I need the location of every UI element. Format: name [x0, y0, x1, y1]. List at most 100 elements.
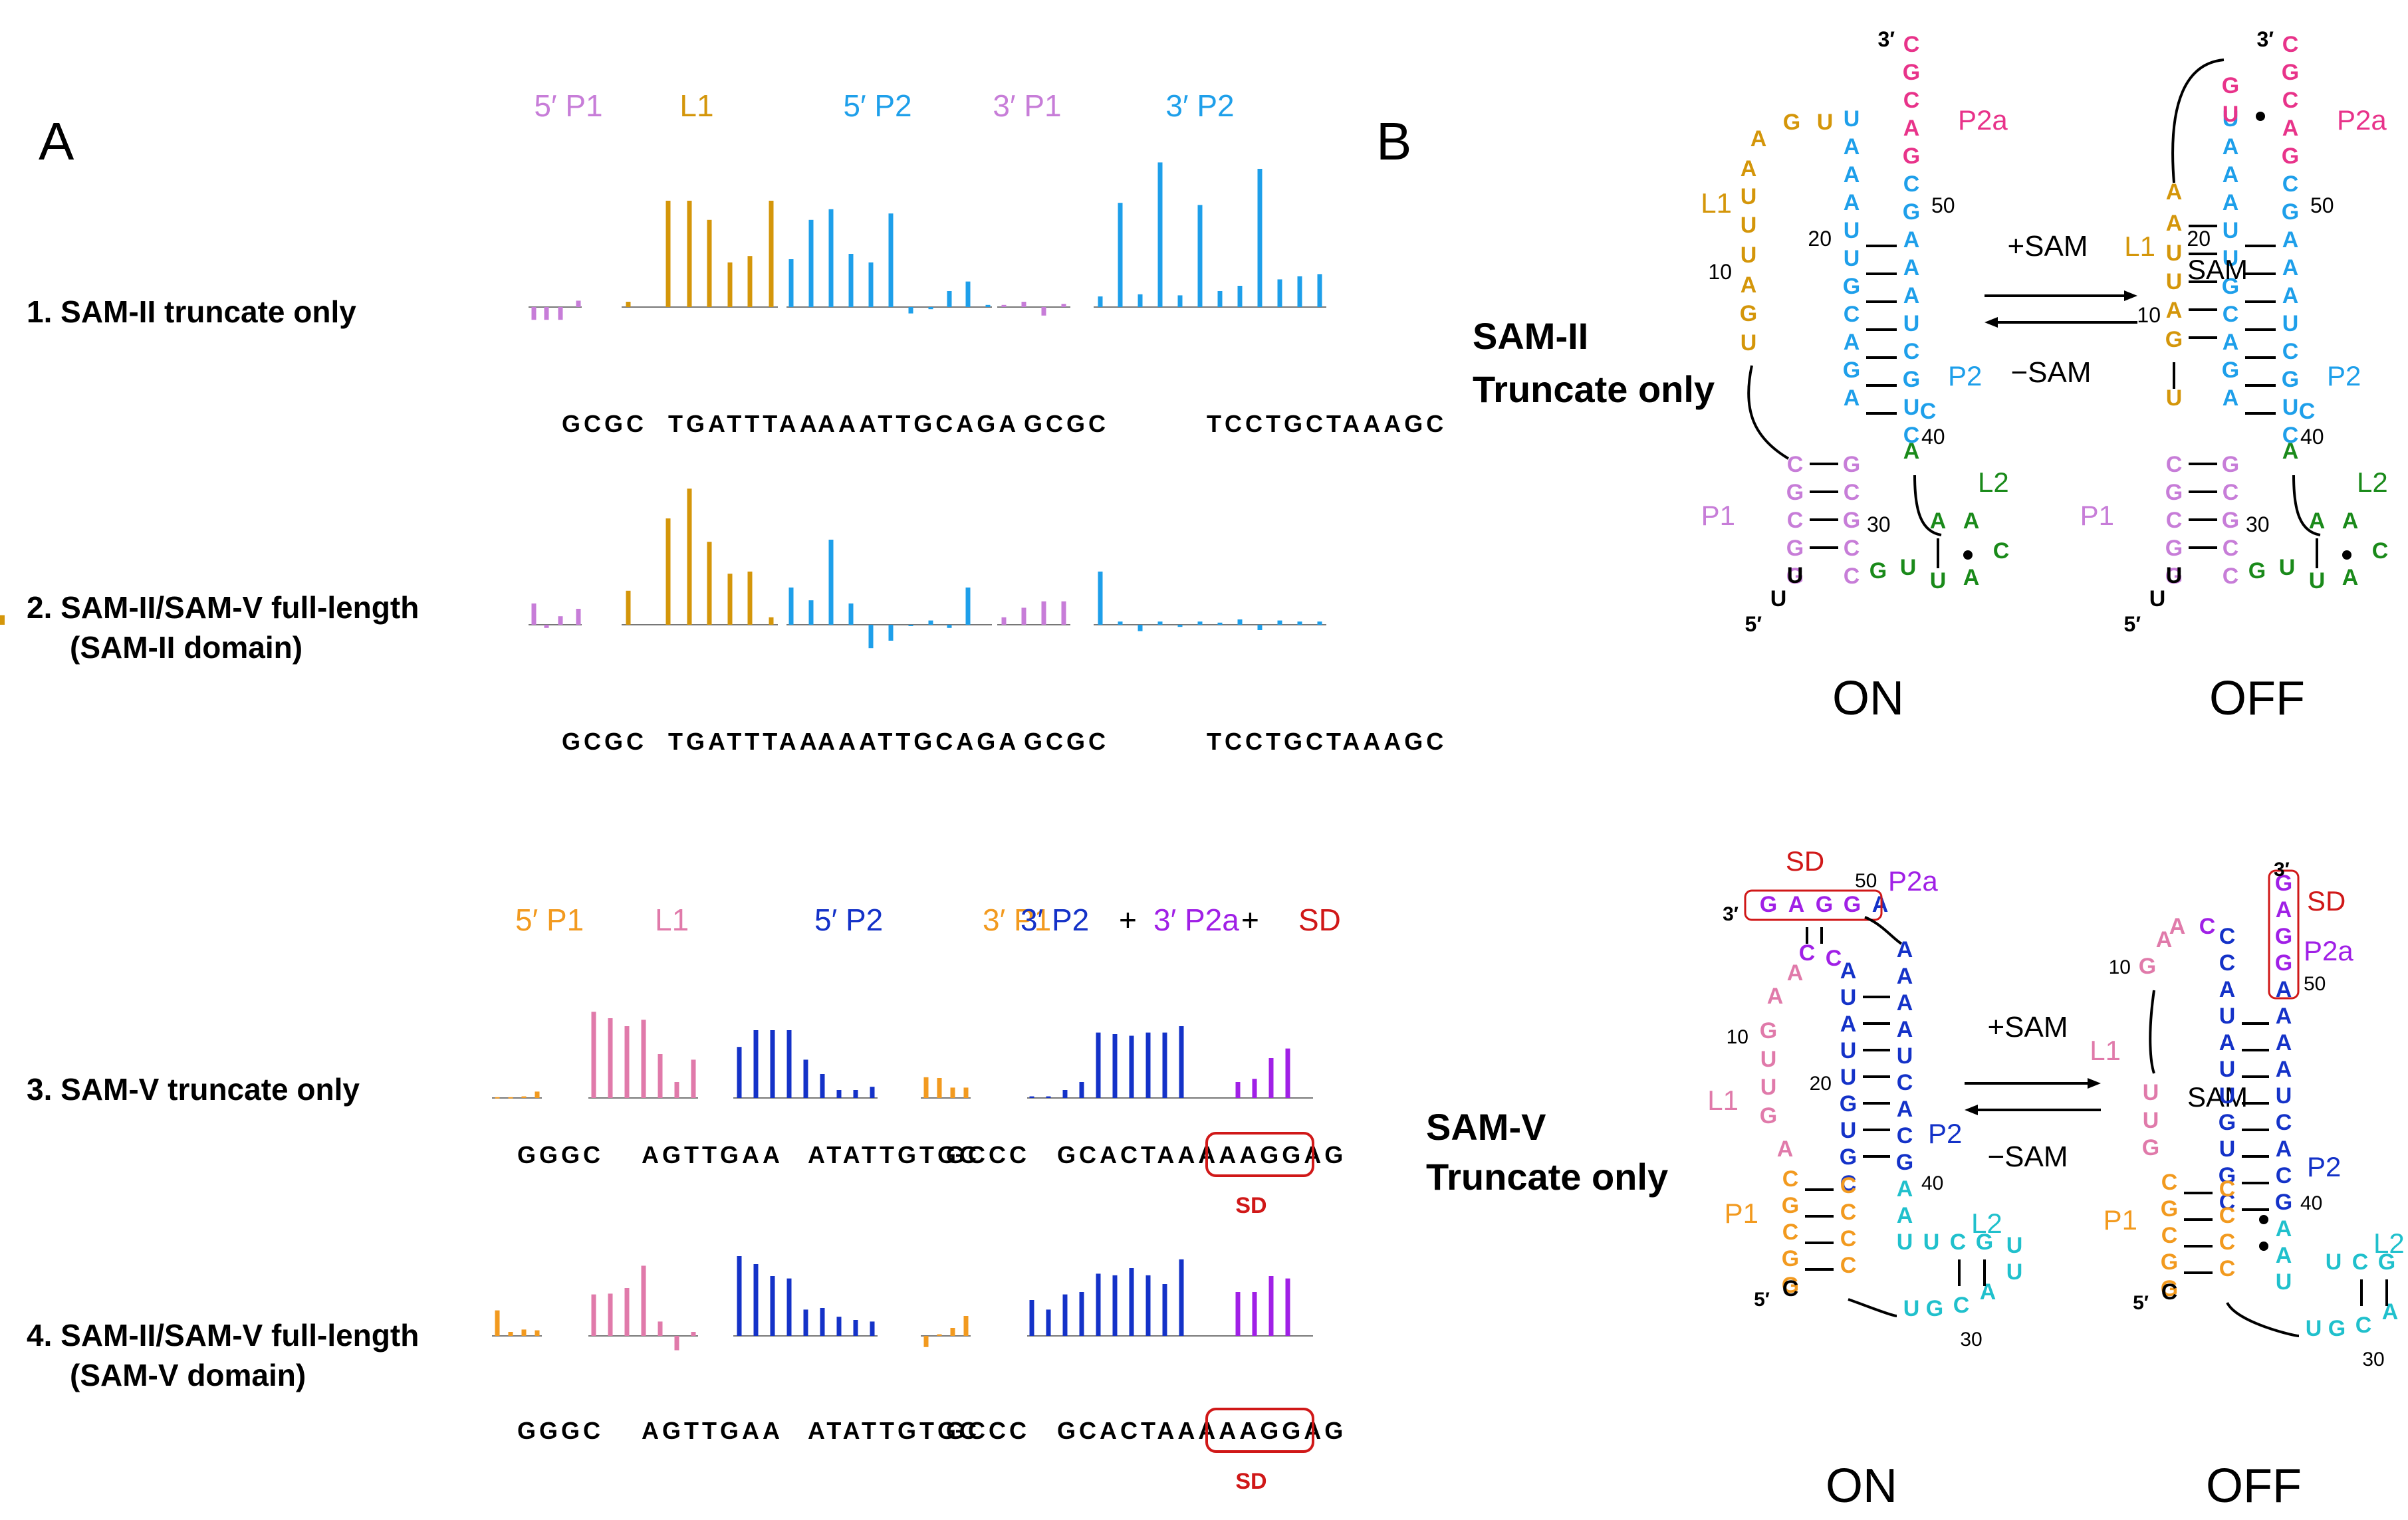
nucleotide: A — [1897, 937, 1913, 962]
nucleotide: C — [2219, 1203, 2236, 1228]
sequence-segment: GCACTAAAAAGGAG — [1057, 1141, 1346, 1168]
reactivity-bar — [674, 1082, 679, 1098]
nucleotide: G — [1896, 1150, 1913, 1175]
reactivity-bar — [853, 1090, 858, 1098]
reactivity-bar — [965, 588, 971, 625]
region-header: 3′ P2 — [1021, 903, 1089, 937]
nucleotide: A — [2342, 565, 2359, 590]
structure-label: 3′ — [2257, 27, 2274, 51]
nucleotide: A — [1767, 984, 1784, 1009]
nucleotide: A — [2282, 116, 2299, 141]
reactivity-bar — [665, 518, 671, 625]
nucleotide: A — [1980, 1279, 1996, 1305]
reactivity-bar — [1268, 1058, 1274, 1098]
structure-label: 40 — [1921, 1172, 1943, 1194]
reactivity-bar — [1157, 162, 1163, 307]
nucleotide: A — [1844, 330, 1860, 355]
reactivity-bar — [769, 201, 774, 307]
reactivity-bar — [1112, 1275, 1118, 1336]
structure-title: SAM-II — [1473, 315, 1588, 357]
nucleotide: G — [1840, 1091, 1857, 1117]
structure-label: −SAM — [1987, 1140, 2068, 1173]
nucleotide: A — [1777, 1137, 1794, 1162]
nucleotide: U — [1903, 395, 1920, 420]
reactivity-bar — [687, 201, 692, 307]
nucleotide: U — [1840, 1038, 1857, 1063]
nucleotide: U — [2279, 555, 2296, 580]
nucleotide: C — [2299, 399, 2316, 424]
structure-label: L2 — [1978, 467, 2009, 498]
nucleotide: A — [1750, 126, 1767, 152]
nucleotide: G — [2275, 924, 2292, 949]
arrowhead — [1985, 317, 1998, 328]
reactivity-bar — [1098, 572, 1103, 625]
nucleotide: C — [2223, 536, 2239, 561]
reactivity-bar — [1197, 205, 1203, 307]
reactivity-bar — [947, 291, 952, 307]
reactivity-bar — [1317, 274, 1322, 307]
reactivity-bar — [707, 542, 712, 625]
backbone-line — [2149, 990, 2155, 1074]
nucleotide: G — [2222, 73, 2239, 98]
reactivity-bar — [737, 1256, 742, 1336]
nucleotide: C — [2352, 1249, 2369, 1275]
nucleotide: U — [1741, 243, 1757, 268]
reactivity-bar — [521, 1096, 527, 1098]
nucleotide: U — [2276, 1083, 2292, 1109]
nucleotide: C — [1920, 399, 1937, 424]
reactivity-bar — [1297, 621, 1302, 625]
structure-label: 30 — [1867, 512, 1891, 536]
structure-label: SD — [2307, 885, 2346, 917]
nucleotide: G — [2161, 1249, 2178, 1275]
structure-label: 10 — [1708, 260, 1732, 284]
nucleotide: U — [2219, 1083, 2236, 1109]
reactivity-bar — [923, 1077, 929, 1098]
reactivity-bar — [786, 1278, 792, 1336]
reactivity-bar — [558, 616, 563, 625]
reactivity-bar — [836, 1317, 842, 1336]
nucleotide: G — [2328, 1316, 2346, 1341]
reactivity-bar — [531, 603, 537, 625]
nucleotide: C — [2276, 1163, 2292, 1188]
reactivity-bar — [1001, 617, 1007, 625]
reactivity-bar — [521, 1329, 527, 1336]
nucleotide: C — [2282, 339, 2299, 364]
arrowhead — [2124, 290, 2137, 301]
nucleotide: U — [2223, 102, 2239, 127]
nucleotide: G — [2282, 199, 2299, 225]
structure-label: L1 — [2124, 231, 2155, 262]
wobble-pair-dot — [2256, 112, 2265, 121]
structure-label: +SAM — [1987, 1011, 2068, 1043]
sd-marker: SD — [1235, 1193, 1266, 1218]
nucleotide: U — [2219, 1137, 2236, 1162]
structure-title: Truncate only — [1426, 1156, 1668, 1198]
reactivity-bar — [658, 1321, 663, 1336]
structure-label: P1 — [1725, 1198, 1758, 1229]
nucleotide: G — [2142, 1135, 2159, 1160]
reactivity-bar — [848, 254, 854, 307]
reactivity-bar — [1157, 621, 1163, 625]
nucleotide: G — [2161, 1196, 2178, 1222]
reactivity-bar — [820, 1308, 825, 1336]
nucleotide: A — [1741, 156, 1757, 181]
nucleotide: G — [2219, 1163, 2236, 1188]
reactivity-bar — [1062, 1090, 1068, 1098]
structure-title: Truncate only — [1473, 368, 1715, 410]
region-header: 3′ P1 — [993, 88, 1061, 123]
sam2-off-structure: CGCAGCGAAAUCGUCC3′UAAAUUGCAGAAAUUAGUGUSA… — [2080, 27, 2389, 636]
reactivity-bar — [1317, 621, 1322, 625]
nucleotide: C — [1950, 1230, 1967, 1255]
reactivity-bar — [820, 1074, 825, 1098]
reactivity-bar — [707, 219, 712, 307]
reactivity-bar — [624, 1026, 630, 1098]
reactivity-bar — [1235, 1292, 1241, 1336]
nucleotide: U — [2309, 568, 2326, 594]
structure-label: P1 — [2080, 500, 2114, 531]
sequence-segment: TGATTTAA — [668, 410, 820, 437]
nucleotide: U — [2006, 1233, 2023, 1258]
nucleotide: A — [2166, 298, 2183, 323]
sequence-segment: AAATTGCAGA — [818, 410, 1019, 437]
